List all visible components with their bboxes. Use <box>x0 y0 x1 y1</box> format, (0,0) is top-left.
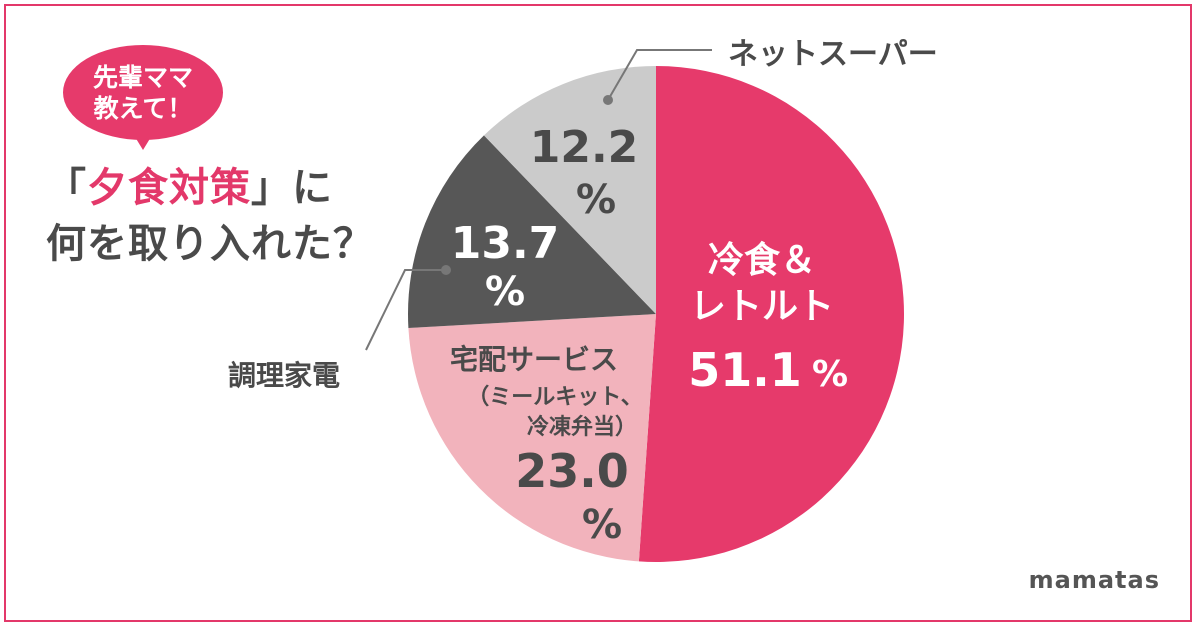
question-bracket-open: 「 <box>46 165 87 211</box>
callout-label-3: ネットスーパー <box>728 37 938 72</box>
slice-value-2: 13.7 <box>451 218 560 269</box>
bubble-line-1: 先輩ママ <box>92 62 193 92</box>
question-line-1: 「夕食対策」に <box>46 160 374 216</box>
pie-slice-2 <box>408 135 656 329</box>
pie-slice-3 <box>483 66 656 314</box>
pie-slice-1 <box>408 314 656 562</box>
callout-dot-2 <box>441 265 451 275</box>
question-highlight: 夕食対策 <box>87 165 251 211</box>
slice-label-0-line-1: レトルト <box>690 286 834 327</box>
slice-label-1-line-1: （ミールキット、 <box>467 385 643 410</box>
speech-bubble: 先輩ママ 教えて！ <box>63 45 223 140</box>
callout-label-2: 調理家電 <box>228 359 340 392</box>
speech-bubble-tail <box>132 132 154 150</box>
slice-label-0-line-0: 冷食＆ <box>708 240 816 281</box>
slice-percent-0: % <box>812 354 848 395</box>
callout-line-3 <box>607 49 712 101</box>
callout-line-2 <box>365 269 446 351</box>
pie-slice-0 <box>638 66 905 562</box>
slice-label-1-line-0: 宅配サービス <box>450 343 618 376</box>
slice-percent-1: % <box>582 502 622 548</box>
slice-value-1: 23.0 <box>515 444 629 498</box>
bubble-line-2: 教えて！ <box>93 93 193 123</box>
question-bracket-close: 」に <box>251 165 333 211</box>
slice-value-3: 12.2 <box>530 122 639 173</box>
slice-value-0: 51.1 <box>688 343 802 397</box>
question-line-2: 何を取り入れた？ <box>46 221 374 267</box>
question-text: 「夕食対策」に 何を取り入れた？ <box>46 160 374 272</box>
slice-label-1-line-2: 冷凍弁当） <box>527 414 637 440</box>
brand-logo: mamatas <box>1028 566 1160 594</box>
slice-percent-2: % <box>485 269 525 315</box>
slice-percent-3: % <box>576 177 616 223</box>
chart-frame <box>4 4 1192 622</box>
callout-dot-3 <box>603 95 613 105</box>
